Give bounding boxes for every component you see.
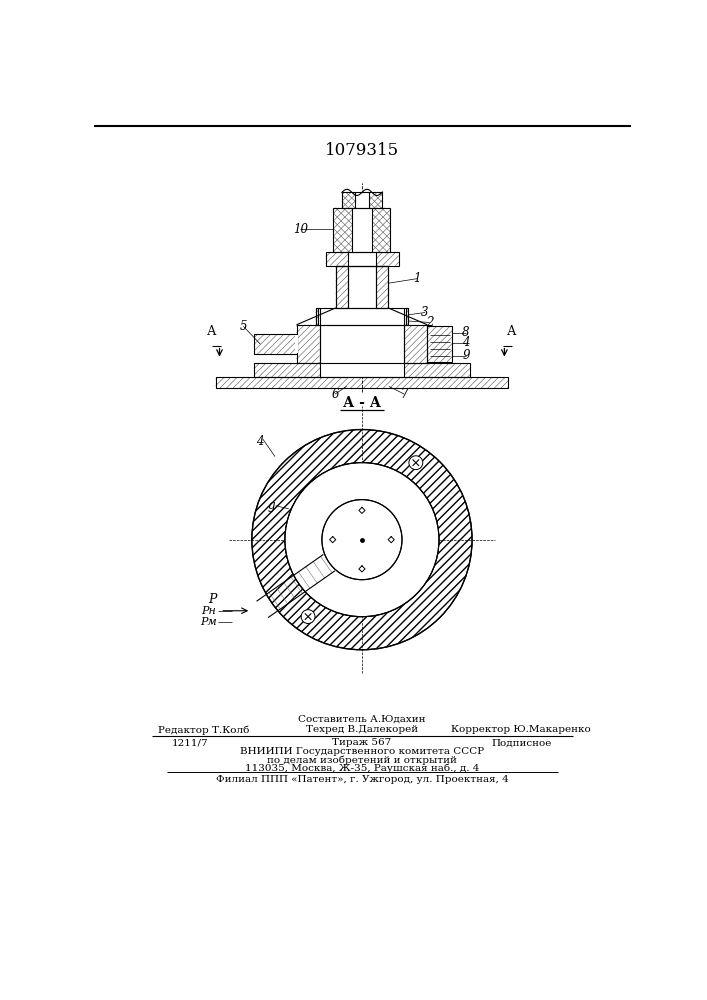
Bar bbox=[342, 192, 382, 208]
Text: 4: 4 bbox=[462, 336, 469, 349]
Bar bbox=[352, 208, 372, 252]
Text: 3: 3 bbox=[421, 306, 429, 319]
Bar bbox=[320, 363, 404, 377]
Bar bbox=[348, 252, 376, 266]
Text: 1079315: 1079315 bbox=[325, 142, 399, 159]
Text: 113035, Москва, Ж-35, Раушская наб., д. 4: 113035, Москва, Ж-35, Раушская наб., д. … bbox=[245, 764, 479, 773]
Text: по делам изобретений и открытий: по делам изобретений и открытий bbox=[267, 755, 457, 765]
Bar bbox=[216, 377, 508, 388]
Bar bbox=[316, 308, 318, 325]
Text: Составитель А.Юдахин: Составитель А.Юдахин bbox=[298, 715, 426, 724]
Text: 5: 5 bbox=[240, 320, 247, 333]
Circle shape bbox=[409, 456, 423, 470]
Bar bbox=[316, 308, 408, 325]
Text: Техред В.Далекорей: Техред В.Далекорей bbox=[306, 725, 418, 734]
Bar bbox=[336, 266, 388, 308]
Bar bbox=[428, 326, 452, 362]
Bar bbox=[320, 308, 404, 325]
Text: g: g bbox=[267, 498, 275, 512]
Text: 6: 6 bbox=[332, 388, 339, 401]
Text: А - А: А - А bbox=[343, 396, 381, 410]
Text: 4: 4 bbox=[256, 435, 263, 448]
Text: 9: 9 bbox=[462, 349, 469, 362]
Text: Редактор Т.Колб: Редактор Т.Колб bbox=[158, 725, 250, 735]
Bar bbox=[334, 208, 390, 252]
Text: Подписное: Подписное bbox=[491, 738, 551, 747]
Text: Рм: Рм bbox=[200, 617, 216, 627]
Text: А: А bbox=[508, 325, 517, 338]
Text: Р: Р bbox=[208, 593, 216, 606]
Circle shape bbox=[301, 610, 315, 624]
Text: А: А bbox=[207, 325, 216, 338]
Bar bbox=[336, 266, 348, 308]
Bar bbox=[376, 266, 388, 308]
Text: 1211/7: 1211/7 bbox=[172, 738, 209, 747]
Text: Тираж 567: Тираж 567 bbox=[332, 738, 392, 747]
Circle shape bbox=[248, 426, 476, 654]
Bar bbox=[320, 325, 404, 363]
Bar bbox=[254, 334, 296, 354]
Bar bbox=[404, 325, 428, 363]
Circle shape bbox=[322, 500, 402, 580]
Bar bbox=[326, 252, 399, 266]
Bar bbox=[295, 335, 298, 353]
Bar bbox=[355, 192, 369, 208]
Text: Корректор Ю.Макаренко: Корректор Ю.Макаренко bbox=[452, 725, 591, 734]
Bar bbox=[348, 266, 376, 308]
Text: Филиал ППП «Патент», г. Ужгород, ул. Проектная, 4: Филиал ППП «Патент», г. Ужгород, ул. Про… bbox=[216, 775, 508, 784]
Text: 10: 10 bbox=[293, 223, 308, 236]
Bar bbox=[296, 325, 320, 363]
Bar bbox=[254, 363, 469, 377]
Circle shape bbox=[285, 463, 439, 617]
Text: 1: 1 bbox=[414, 272, 421, 285]
Text: 2: 2 bbox=[426, 316, 433, 329]
Text: 8: 8 bbox=[462, 326, 469, 339]
Text: Рн: Рн bbox=[201, 606, 216, 616]
Text: 7: 7 bbox=[401, 388, 408, 401]
Bar bbox=[406, 308, 408, 325]
Text: ВНИИПИ Государственного комитета СССР: ВНИИПИ Государственного комитета СССР bbox=[240, 747, 484, 756]
